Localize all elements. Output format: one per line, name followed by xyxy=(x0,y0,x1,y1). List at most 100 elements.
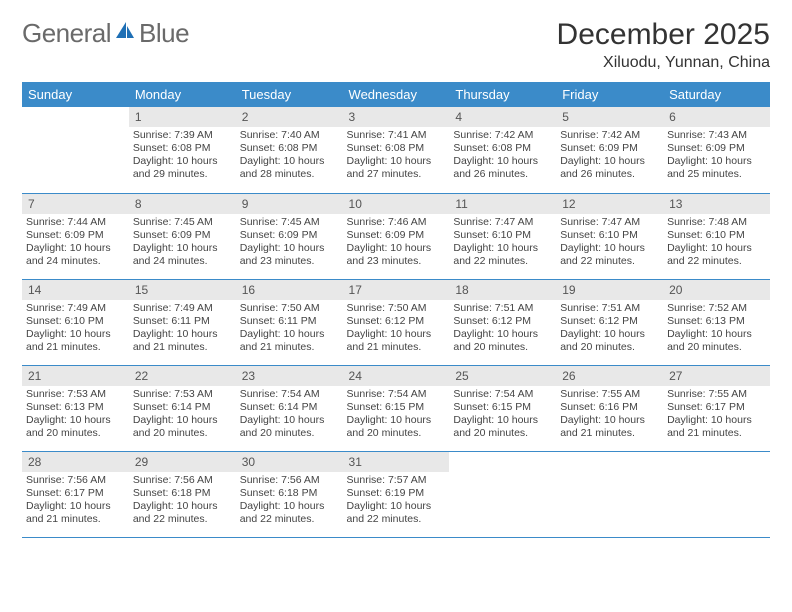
calendar-day-cell: 10Sunrise: 7:46 AMSunset: 6:09 PMDayligh… xyxy=(343,193,450,279)
daylight-text: Daylight: 10 hours and 21 minutes. xyxy=(26,328,125,354)
calendar-week-row: 7Sunrise: 7:44 AMSunset: 6:09 PMDaylight… xyxy=(22,193,770,279)
sunset-text: Sunset: 6:18 PM xyxy=(240,487,339,500)
sunrise-text: Sunrise: 7:56 AM xyxy=(26,474,125,487)
day-details: Sunrise: 7:54 AMSunset: 6:15 PMDaylight:… xyxy=(343,386,450,445)
sunset-text: Sunset: 6:08 PM xyxy=(133,142,232,155)
day-number: 14 xyxy=(22,280,129,300)
calendar-week-row: 28Sunrise: 7:56 AMSunset: 6:17 PMDayligh… xyxy=(22,451,770,537)
sunset-text: Sunset: 6:10 PM xyxy=(26,315,125,328)
day-details: Sunrise: 7:47 AMSunset: 6:10 PMDaylight:… xyxy=(449,214,556,273)
weekday-header: Saturday xyxy=(663,82,770,107)
weekday-header: Thursday xyxy=(449,82,556,107)
calendar-day-cell: 14 Sunrise: 7:49 AMSunset: 6:10 PMDayligh… xyxy=(22,279,129,365)
day-number: 28 xyxy=(22,452,129,472)
sunrise-text: Sunrise: 7:55 AM xyxy=(667,388,766,401)
calendar-day-cell: 23 Sunrise: 7:54 AMSunset: 6:14 PMDayligh… xyxy=(236,365,343,451)
day-number: 21 xyxy=(22,366,129,386)
daylight-text: Daylight: 10 hours and 20 minutes. xyxy=(133,414,232,440)
daylight-text: Daylight: 10 hours and 20 minutes. xyxy=(26,414,125,440)
sunrise-text: Sunrise: 7:42 AM xyxy=(560,129,659,142)
daylight-text: Daylight: 10 hours and 26 minutes. xyxy=(560,155,659,181)
calendar-day-cell: 12Sunrise: 7:47 AMSunset: 6:10 PMDayligh… xyxy=(556,193,663,279)
sunrise-text: Sunrise: 7:49 AM xyxy=(26,302,125,315)
daylight-text: Daylight: 10 hours and 22 minutes. xyxy=(133,500,232,526)
sunset-text: Sunset: 6:14 PM xyxy=(240,401,339,414)
day-number: 1 xyxy=(129,107,236,127)
daylight-text: Daylight: 10 hours and 29 minutes. xyxy=(133,155,232,181)
calendar-day-cell: 18Sunrise: 7:51 AMSunset: 6:12 PMDayligh… xyxy=(449,279,556,365)
calendar-week-row: 21Sunrise: 7:53 AMSunset: 6:13 PMDayligh… xyxy=(22,365,770,451)
sunrise-text: Sunrise: 7:39 AM xyxy=(133,129,232,142)
sunrise-text: Sunrise: 7:47 AM xyxy=(453,216,552,229)
sunrise-text: Sunrise: 7:51 AM xyxy=(560,302,659,315)
day-details: Sunrise: 7:55 AMSunset: 6:17 PMDaylight:… xyxy=(663,386,770,445)
sunset-text: Sunset: 6:08 PM xyxy=(347,142,446,155)
calendar-day-cell: 2Sunrise: 7:40 AMSunset: 6:08 PMDaylight… xyxy=(236,107,343,193)
day-number: 6 xyxy=(663,107,770,127)
day-number: 16 xyxy=(236,280,343,300)
logo-text-1: General xyxy=(22,18,111,49)
sunset-text: Sunset: 6:09 PM xyxy=(240,229,339,242)
sunset-text: Sunset: 6:11 PM xyxy=(133,315,232,328)
sunrise-text: Sunrise: 7:40 AM xyxy=(240,129,339,142)
sunrise-text: Sunrise: 7:53 AM xyxy=(133,388,232,401)
sunrise-text: Sunrise: 7:49 AM xyxy=(133,302,232,315)
sunrise-text: Sunrise: 7:45 AM xyxy=(240,216,339,229)
sunrise-text: Sunrise: 7:41 AM xyxy=(347,129,446,142)
daylight-text: Daylight: 10 hours and 22 minutes. xyxy=(453,242,552,268)
daylight-text: Daylight: 10 hours and 20 minutes. xyxy=(560,328,659,354)
calendar-table: Sunday Monday Tuesday Wednesday Thursday… xyxy=(22,82,770,538)
day-details: Sunrise: 7:53 AMSunset: 6:13 PMDaylight:… xyxy=(22,386,129,445)
calendar-day-cell: 5Sunrise: 7:42 AMSunset: 6:09 PMDaylight… xyxy=(556,107,663,193)
sunrise-text: Sunrise: 7:54 AM xyxy=(240,388,339,401)
day-details: Sunrise: 7:50 AMSunset: 6:12 PMDaylight:… xyxy=(343,300,450,359)
sunrise-text: Sunrise: 7:57 AM xyxy=(347,474,446,487)
sunrise-text: Sunrise: 7:52 AM xyxy=(667,302,766,315)
day-number: 9 xyxy=(236,194,343,214)
calendar-day-cell xyxy=(22,107,129,193)
daylight-text: Daylight: 10 hours and 28 minutes. xyxy=(240,155,339,181)
day-details: Sunrise: 7:57 AMSunset: 6:19 PMDaylight:… xyxy=(343,472,450,531)
sunrise-text: Sunrise: 7:48 AM xyxy=(667,216,766,229)
day-number: 17 xyxy=(343,280,450,300)
day-number: 27 xyxy=(663,366,770,386)
daylight-text: Daylight: 10 hours and 20 minutes. xyxy=(240,414,339,440)
calendar-day-cell: 19Sunrise: 7:51 AMSunset: 6:12 PMDayligh… xyxy=(556,279,663,365)
location-label: Xiluodu, Yunnan, China xyxy=(557,54,770,72)
daylight-text: Daylight: 10 hours and 27 minutes. xyxy=(347,155,446,181)
daylight-text: Daylight: 10 hours and 22 minutes. xyxy=(560,242,659,268)
sunset-text: Sunset: 6:14 PM xyxy=(133,401,232,414)
daylight-text: Daylight: 10 hours and 21 minutes. xyxy=(667,414,766,440)
daylight-text: Daylight: 10 hours and 20 minutes. xyxy=(667,328,766,354)
calendar-day-cell: 4Sunrise: 7:42 AMSunset: 6:08 PMDaylight… xyxy=(449,107,556,193)
sunrise-text: Sunrise: 7:45 AM xyxy=(133,216,232,229)
calendar-day-cell: 1 Sunrise: 7:39 AMSunset: 6:08 PMDaylight… xyxy=(129,107,236,193)
weekday-header: Friday xyxy=(556,82,663,107)
day-details: Sunrise: 7:56 AMSunset: 6:18 PMDaylight:… xyxy=(129,472,236,531)
calendar-day-cell: 6Sunrise: 7:43 AMSunset: 6:09 PMDaylight… xyxy=(663,107,770,193)
day-details: Sunrise: 7:51 AMSunset: 6:12 PMDaylight:… xyxy=(449,300,556,359)
daylight-text: Daylight: 10 hours and 21 minutes. xyxy=(347,328,446,354)
day-details: Sunrise: 7:54 AMSunset: 6:15 PMDaylight:… xyxy=(449,386,556,445)
calendar-day-cell: 3Sunrise: 7:41 AMSunset: 6:08 PMDaylight… xyxy=(343,107,450,193)
sail-icon xyxy=(114,20,136,47)
sunset-text: Sunset: 6:17 PM xyxy=(667,401,766,414)
calendar-day-cell: 25Sunrise: 7:54 AMSunset: 6:15 PMDayligh… xyxy=(449,365,556,451)
day-details: Sunrise: 7:53 AMSunset: 6:14 PMDaylight:… xyxy=(129,386,236,445)
daylight-text: Daylight: 10 hours and 21 minutes. xyxy=(26,500,125,526)
sunset-text: Sunset: 6:08 PM xyxy=(240,142,339,155)
daylight-text: Daylight: 10 hours and 24 minutes. xyxy=(133,242,232,268)
weekday-header-row: Sunday Monday Tuesday Wednesday Thursday… xyxy=(22,82,770,107)
calendar-day-cell: 31Sunrise: 7:57 AMSunset: 6:19 PMDayligh… xyxy=(343,451,450,537)
sunset-text: Sunset: 6:10 PM xyxy=(560,229,659,242)
daylight-text: Daylight: 10 hours and 21 minutes. xyxy=(560,414,659,440)
day-number: 23 xyxy=(236,366,343,386)
sunset-text: Sunset: 6:12 PM xyxy=(560,315,659,328)
day-number: 13 xyxy=(663,194,770,214)
day-details: Sunrise: 7:48 AMSunset: 6:10 PMDaylight:… xyxy=(663,214,770,273)
day-number: 22 xyxy=(129,366,236,386)
day-details: Sunrise: 7:45 AMSunset: 6:09 PMDaylight:… xyxy=(236,214,343,273)
weekday-header: Wednesday xyxy=(343,82,450,107)
sunset-text: Sunset: 6:10 PM xyxy=(453,229,552,242)
day-number: 5 xyxy=(556,107,663,127)
